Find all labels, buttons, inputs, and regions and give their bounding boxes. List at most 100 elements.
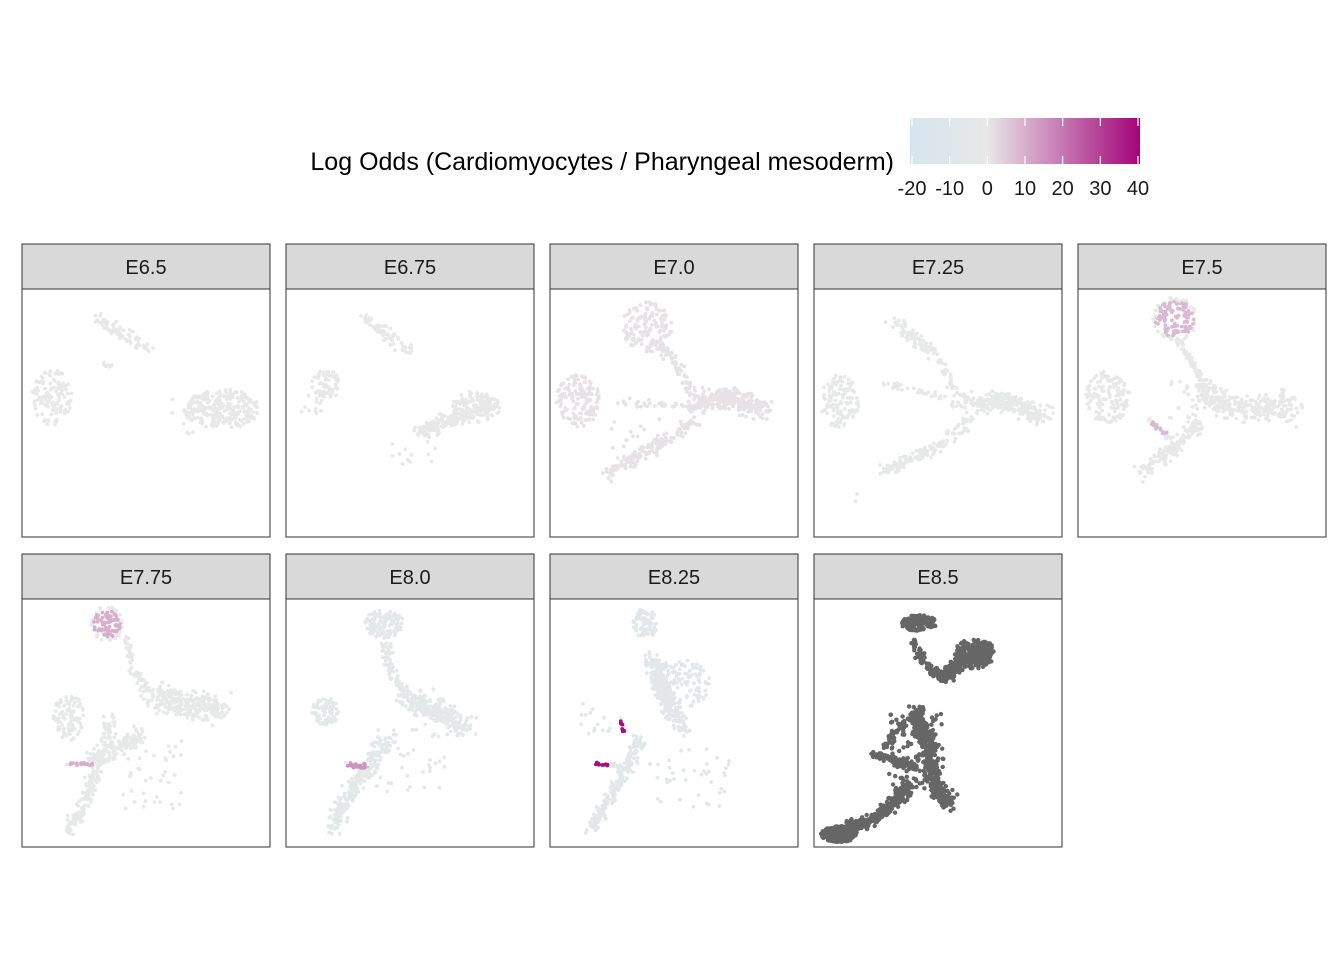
umap-point [412, 427, 417, 432]
umap-point [128, 643, 133, 648]
umap-point [1168, 459, 1173, 464]
umap-point [328, 391, 333, 396]
umap-point [641, 445, 646, 450]
umap-point [117, 626, 122, 631]
umap-point [1295, 410, 1300, 415]
umap-point [350, 798, 355, 803]
umap-point [380, 744, 385, 748]
umap-point [127, 668, 132, 673]
umap-point [1195, 406, 1200, 411]
umap-point [657, 439, 662, 444]
umap-point [340, 784, 344, 788]
umap-point [191, 430, 195, 434]
umap-point [650, 311, 655, 316]
umap-point [88, 752, 93, 756]
umap-point [108, 363, 113, 368]
umap-point [91, 792, 95, 797]
umap-point [35, 379, 39, 384]
umap-point [912, 333, 917, 337]
umap-point [878, 463, 882, 467]
umap-point [97, 320, 102, 325]
umap-point [467, 420, 472, 425]
umap-point [89, 623, 94, 628]
umap-point [146, 698, 150, 703]
umap-point [638, 331, 643, 335]
umap-point [893, 470, 898, 475]
umap-point [203, 713, 208, 718]
umap-point [429, 426, 433, 431]
umap-point [89, 800, 93, 804]
umap-point [210, 394, 215, 399]
umap-point [903, 330, 907, 335]
umap-point [665, 346, 670, 350]
umap-point [144, 749, 148, 754]
umap-point [586, 397, 590, 402]
umap-point [380, 630, 384, 635]
umap-point [1117, 389, 1121, 394]
umap-point [623, 463, 628, 467]
umap-point [764, 417, 769, 421]
umap-point [102, 747, 106, 752]
umap-point [409, 452, 414, 457]
umap-point [848, 410, 853, 415]
umap-point [71, 813, 75, 818]
umap-point [673, 355, 678, 359]
umap-point [1244, 409, 1249, 414]
umap-point [475, 393, 480, 398]
umap-point [389, 617, 394, 622]
umap-point [1105, 420, 1110, 424]
umap-point [448, 729, 453, 734]
umap-point [831, 402, 835, 407]
umap-point [664, 431, 669, 436]
umap-point [68, 699, 72, 704]
umap-point [56, 720, 61, 725]
umap-point [389, 651, 394, 656]
umap-point [630, 337, 634, 342]
umap-point [442, 764, 447, 769]
umap-point [316, 375, 321, 380]
umap-point [86, 803, 90, 808]
umap-point [359, 314, 363, 318]
umap-point [33, 406, 38, 411]
umap-point [424, 422, 429, 427]
umap-point [112, 724, 117, 728]
umap-point [644, 300, 648, 305]
umap-point [677, 372, 682, 377]
umap-point [138, 740, 143, 744]
umap-point [137, 677, 142, 682]
umap-point [181, 421, 186, 426]
umap-point [361, 786, 366, 790]
umap-point [1164, 436, 1168, 441]
umap-point [658, 340, 662, 345]
umap-point [1098, 379, 1103, 384]
umap-point [141, 804, 146, 809]
umap-point [727, 389, 732, 394]
umap-point [318, 369, 322, 374]
umap-point [367, 775, 371, 780]
umap-point [1233, 399, 1237, 404]
umap-point [1051, 411, 1056, 415]
umap-point [948, 372, 953, 377]
umap-point [558, 404, 563, 408]
umap-point [646, 451, 651, 456]
umap-point [102, 724, 107, 729]
umap-point [106, 750, 111, 755]
umap-point [186, 405, 191, 410]
umap-point [107, 722, 111, 726]
umap-point [233, 420, 238, 425]
umap-point [1172, 321, 1177, 326]
umap-point [1278, 399, 1283, 403]
umap-point [430, 734, 435, 739]
umap-point [48, 381, 53, 386]
umap-point [410, 700, 414, 705]
umap-point [390, 662, 395, 667]
umap-point [709, 392, 714, 396]
umap-point [117, 336, 122, 341]
umap-point [1111, 415, 1116, 420]
umap-point [1158, 447, 1162, 452]
umap-point [1003, 402, 1008, 407]
umap-point [1151, 459, 1156, 464]
umap-point [633, 449, 637, 454]
umap-point [944, 442, 948, 447]
umap-point [1257, 410, 1262, 414]
